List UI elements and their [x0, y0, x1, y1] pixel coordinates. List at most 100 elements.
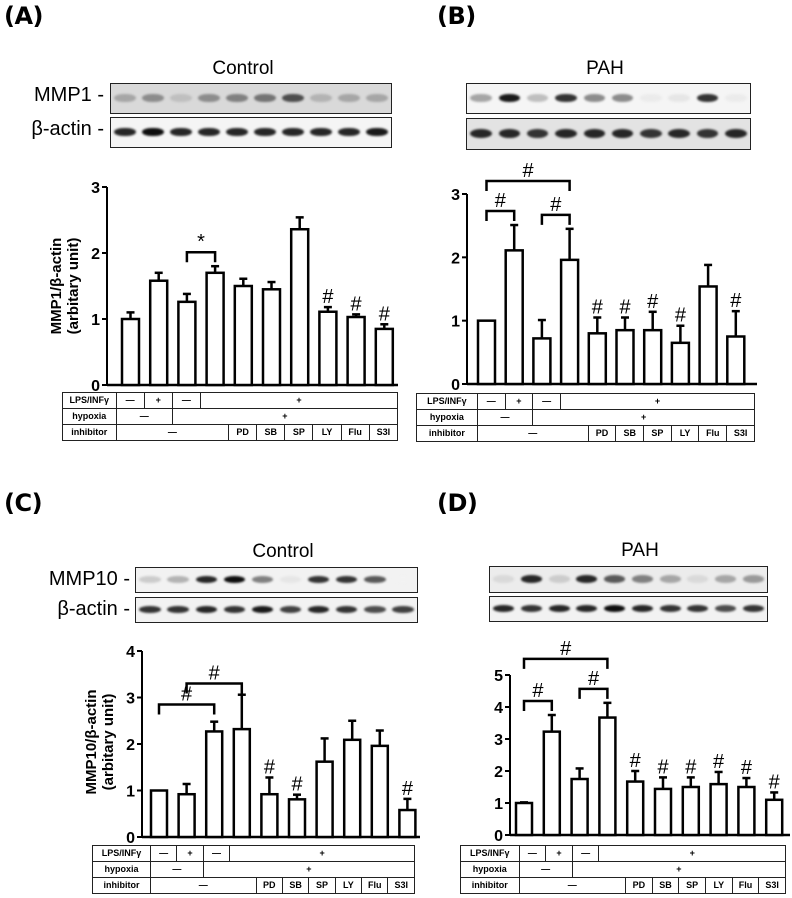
panel-label-c: (C) [4, 489, 43, 517]
svg-text:0: 0 [494, 828, 503, 845]
svg-text:#: # [713, 751, 725, 773]
svg-text:#: # [675, 305, 687, 327]
svg-text:#: # [351, 293, 363, 315]
svg-text:#: # [657, 756, 669, 778]
group-title-c: Control [252, 541, 314, 562]
blot-band [576, 604, 598, 613]
panel-label-a: (A) [4, 2, 44, 30]
blot-band [696, 128, 719, 138]
condition-cell: SP [678, 877, 706, 894]
western-blot-mmp1 [110, 83, 392, 114]
blot-band [139, 575, 161, 584]
blot-band [226, 93, 248, 103]
condition-cell: — [115, 408, 173, 425]
svg-text:#: # [495, 190, 507, 212]
svg-text:#: # [522, 160, 534, 182]
blot-band [310, 93, 332, 103]
svg-text:3: 3 [126, 691, 135, 708]
svg-text:2: 2 [451, 250, 460, 267]
blot-band [611, 128, 634, 138]
blot-band [392, 575, 414, 584]
svg-text:1: 1 [91, 312, 100, 329]
row-inhibitor: inhibitor — PD SB SP LY Flu S3I [416, 425, 755, 442]
row-lps-infg: LPS/INFγ — + — + [62, 392, 399, 409]
condition-cell: PD [255, 877, 283, 894]
blot-band [526, 93, 549, 103]
svg-text:0: 0 [91, 378, 100, 395]
western-blot-actin [135, 597, 418, 623]
blot-band [659, 604, 681, 613]
condition-cell: — [518, 845, 547, 862]
blot-band [254, 127, 276, 137]
svg-text:#: # [741, 757, 753, 779]
svg-text:#: # [588, 668, 600, 690]
svg-text:4: 4 [126, 644, 135, 661]
svg-text:3: 3 [91, 180, 100, 197]
blot-label-actin: β-actin - [31, 118, 104, 140]
group-title-a: Control [212, 58, 274, 79]
condition-cell: S3I [387, 877, 415, 894]
svg-text:3: 3 [494, 732, 503, 749]
blot-band [498, 128, 521, 138]
blot-band [583, 93, 606, 103]
condition-table-c: LPS/INFγ — + — + hypoxia — + inhibitor — PD SB SP LY F… [92, 845, 416, 894]
blot-band [307, 605, 330, 614]
blot-band [548, 604, 570, 613]
row-inhibitor: inhibitor — PD SB SP LY Flu S3I [92, 877, 415, 894]
blot-band [470, 128, 492, 138]
svg-text:#: # [379, 303, 391, 325]
blot-band [279, 605, 302, 614]
blot-band [307, 575, 330, 584]
condition-cell: PD [228, 424, 258, 441]
western-blot-mmp10 [135, 567, 418, 593]
svg-text:#: # [181, 683, 193, 705]
condition-cell: LY [334, 877, 363, 894]
western-blot-mmp10 [489, 566, 768, 593]
condition-cell: S3I [368, 424, 399, 441]
blot-band [198, 93, 220, 103]
panel-label-d: (D) [437, 489, 478, 517]
row-inhibitor: inhibitor — PD SB SP LY Flu S3I [460, 877, 786, 894]
blot-band [521, 604, 543, 613]
condition-cell: LY [705, 877, 733, 894]
svg-text:3: 3 [451, 187, 460, 204]
blot-band [742, 604, 764, 613]
svg-text:#: # [630, 750, 642, 772]
condition-cell: SB [651, 877, 680, 894]
condition-cell: — [571, 845, 600, 862]
blot-band [548, 575, 570, 583]
blot-band [714, 604, 736, 613]
condition-cell: S3I [726, 425, 755, 442]
blot-band [251, 575, 274, 584]
condition-cell: S3I [758, 877, 786, 894]
condition-cell: SB [256, 424, 286, 441]
blot-band [223, 575, 246, 584]
blot-band [198, 127, 220, 137]
blot-band [251, 605, 274, 614]
blot-band [498, 93, 521, 103]
row-header: LPS/INFγ [460, 845, 520, 862]
svg-text:#: # [264, 756, 276, 778]
svg-text:1: 1 [494, 796, 503, 813]
row-hypoxia: hypoxia — + [92, 861, 416, 878]
svg-text:#: # [647, 291, 659, 313]
blot-band [640, 93, 662, 103]
condition-cell: — [476, 425, 589, 442]
condition-cell: PD [625, 877, 653, 894]
blot-band [392, 605, 414, 614]
svg-text:#: # [532, 680, 544, 702]
blot-band [195, 575, 217, 584]
group-title-d: PAH [621, 540, 659, 561]
blot-band [631, 604, 653, 613]
condition-cell: — [518, 877, 627, 894]
svg-text:#: # [619, 297, 631, 319]
svg-text:2: 2 [126, 737, 135, 754]
blot-band [114, 93, 136, 103]
western-blot-mmp1 [466, 83, 751, 114]
blot-band [336, 605, 358, 614]
blot-band [687, 575, 709, 583]
row-header: inhibitor [416, 425, 478, 442]
